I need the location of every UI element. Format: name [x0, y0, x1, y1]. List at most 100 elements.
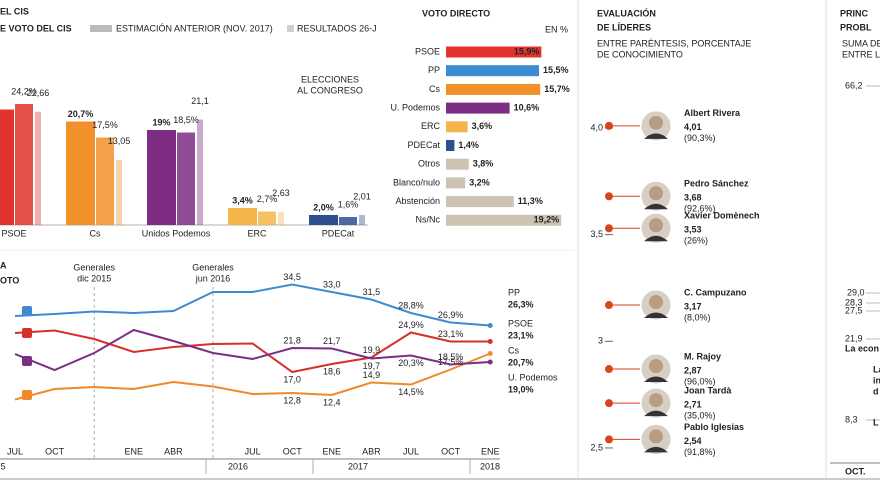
value-label: 3,4%: [232, 195, 253, 205]
y-tick-label: 4,0: [590, 122, 603, 132]
photo-body: [644, 133, 668, 139]
bar: [278, 211, 284, 225]
dot: [605, 301, 613, 310]
value-label: 21,7: [323, 336, 341, 346]
y-tick-label: 3: [598, 336, 603, 346]
end-dot: [487, 359, 493, 365]
party-icon: [22, 390, 32, 400]
bar: [446, 140, 455, 151]
subtitle: ENTRE LO: [842, 49, 880, 59]
leader-name: Xavier Domènech: [684, 211, 760, 221]
bar: [359, 214, 365, 225]
leader-name: C. Campuzano: [684, 287, 747, 297]
photo-body: [644, 410, 668, 417]
value-label: 14,9: [363, 370, 381, 380]
bar: [228, 208, 257, 225]
party-icon: [22, 328, 32, 338]
photo-body: [644, 446, 668, 453]
bar: [446, 46, 542, 58]
value-label: 17,5%: [92, 120, 118, 130]
value-label: 2,01: [353, 191, 371, 201]
leader-name: Joan Tardà: [684, 386, 732, 396]
value-label: 11,3%: [518, 196, 543, 206]
bar: [116, 159, 122, 225]
legend-label: Cs: [508, 345, 519, 355]
photo-face: [649, 218, 663, 233]
value-label: 22,66: [27, 88, 50, 98]
value-label: 1,4%: [458, 140, 479, 150]
subtitle: ENTRE PARÉNTESIS, PORCENTAJE: [597, 38, 751, 48]
bar: [446, 102, 510, 114]
panel-fragment: La: [873, 364, 880, 374]
photo-face: [649, 295, 663, 310]
leader-name: Pedro Sánchez: [684, 179, 749, 189]
photo-body: [644, 312, 668, 319]
panel-fragment: d: [873, 386, 879, 396]
value-label: 19,2%: [534, 215, 560, 225]
value-label: 31,5: [363, 287, 381, 297]
bar: [177, 132, 195, 225]
bar: [446, 214, 562, 226]
bar: [197, 119, 203, 225]
chart-title: DE LÍDERES: [597, 22, 651, 32]
leader-name: M. Rajoy: [684, 351, 721, 361]
bar: [35, 111, 41, 225]
value-label: 2,71: [684, 400, 702, 410]
value-label: 2,0%: [313, 202, 334, 212]
value-label: 21,8: [283, 335, 301, 345]
dot: [605, 365, 613, 374]
x-tick-label: OCT: [45, 446, 65, 456]
value-label: 19%: [152, 117, 170, 127]
dot: [605, 121, 613, 130]
bar: [309, 215, 338, 225]
value-label: 19,7: [363, 361, 381, 371]
category-label: PP: [428, 65, 440, 75]
category-label: Cs: [429, 84, 440, 94]
value-label: 20,3%: [398, 358, 424, 368]
dot: [605, 399, 613, 408]
panel-title: PROBL: [840, 22, 872, 32]
bar: [15, 104, 33, 225]
value-label: 12,4: [323, 397, 341, 407]
chart-title: EL CIS: [0, 6, 29, 16]
value-label: 17,0: [283, 374, 301, 384]
end-dot: [487, 323, 493, 328]
photo-body: [644, 203, 668, 210]
x-tick-label: OCT: [441, 446, 461, 456]
x-tick-label: ABR: [164, 446, 183, 456]
bar: [0, 109, 14, 225]
value-label: 24,2%: [11, 86, 37, 96]
x-tick-label: ENE: [125, 446, 144, 456]
legend-label: PSOE: [508, 318, 533, 328]
x-tick-label: JUL: [245, 446, 261, 456]
value-label: 15,7%: [544, 84, 570, 94]
value-label: 21,1: [191, 96, 209, 106]
value-label: 3,53: [684, 225, 702, 235]
category-label: Unidos Podemos: [142, 228, 211, 238]
line: [14, 283, 491, 327]
value-label: 3,68: [684, 193, 702, 203]
x-tick-label: ABR: [362, 446, 381, 456]
y-tick-label: 3,5: [590, 229, 603, 239]
bar: [258, 211, 276, 225]
photo-face: [649, 359, 663, 374]
value-label: 28,8%: [398, 300, 424, 310]
panel-label: 21,9: [845, 333, 863, 343]
note: ELECCIONES: [301, 74, 359, 84]
year-label: 5: [0, 461, 5, 471]
category-label: Ns/Nc: [416, 215, 441, 225]
category-label: PSOE: [415, 46, 440, 56]
dot: [605, 435, 613, 444]
panel-label: La econ: [845, 343, 879, 353]
value-label: 23,1%: [438, 329, 464, 339]
chart-title: OTO: [0, 275, 19, 285]
bar: [147, 130, 176, 225]
end-dot: [487, 339, 493, 344]
chart-title: EVALUACIÓN: [597, 7, 656, 18]
category-label: ERC: [247, 228, 267, 238]
legend-label: ESTIMACIÓN ANTERIOR (NOV. 2017): [116, 23, 273, 33]
knowledge-label: (26%): [684, 236, 708, 246]
bar: [446, 177, 466, 189]
value-label: 3,6%: [472, 121, 493, 131]
